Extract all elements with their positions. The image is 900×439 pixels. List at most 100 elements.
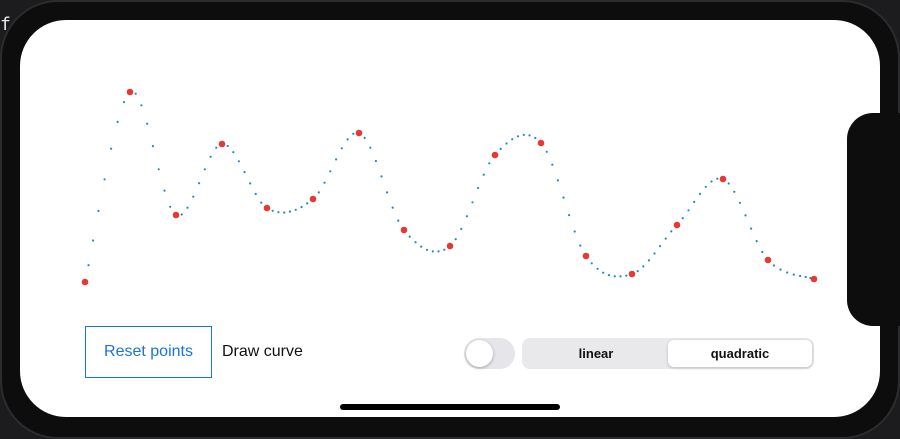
segment-linear[interactable]: linear [578,346,614,361]
curve-dot [146,122,149,125]
curve-dot [670,230,673,233]
curve-dot [431,250,434,253]
curve-dot [460,227,463,230]
curve-dot [116,120,119,123]
sensor-housing [847,113,900,326]
curve-dot [87,264,90,267]
curve-dot [283,211,286,214]
control-point[interactable] [263,204,271,212]
curve-dot [804,275,807,279]
curve-dot [443,248,446,251]
toggle-knob [466,340,493,367]
curve-dot [545,150,548,153]
segment-quadratic[interactable]: quadratic [668,340,812,367]
curve-dot [488,162,491,165]
curve-dot [636,270,639,273]
curve-dot [329,170,332,173]
curve-dot [664,237,667,240]
control-point[interactable] [218,140,226,148]
control-point[interactable] [810,275,818,283]
curve-dot [198,182,201,185]
control-point[interactable] [491,151,499,159]
curve-dot [505,142,508,145]
curve-dot [391,206,394,209]
curve-dot [306,202,309,205]
curve-dot [471,201,474,204]
curve-dot [528,134,531,137]
control-point[interactable] [446,242,454,250]
curve-dot [693,200,696,203]
curve-dot [698,192,702,195]
curve-dot [744,214,747,217]
curve-dot [659,245,662,248]
curve-dot [317,191,320,194]
curve-dot [369,146,372,149]
control-point[interactable] [172,211,180,219]
curve-dot [277,211,280,214]
curve-dot [92,239,95,242]
control-point[interactable] [582,252,590,260]
curve-dot [454,238,457,241]
reset-points-button[interactable]: Reset points [85,326,212,378]
control-point[interactable] [355,129,363,137]
curve-dot [335,158,338,161]
curve-dots [87,92,812,280]
control-point[interactable] [673,221,681,229]
control-point[interactable] [309,195,317,203]
drawing-canvas[interactable] [20,20,880,417]
background-editor-text: f [0,14,11,35]
curve-dot [363,136,366,139]
control-point[interactable] [400,226,408,234]
curve-dot [750,227,753,230]
curve-dot [619,275,622,278]
curve-dot [232,151,235,154]
curve-dot [602,271,605,274]
curve-dot [260,201,263,204]
curve-dot [237,160,240,163]
curve-dot [596,267,599,270]
curve-dot [271,209,274,212]
control-point[interactable] [628,270,636,278]
curve-dot [163,189,166,192]
curve-dot [180,213,183,216]
curve-dot [799,274,802,278]
control-point[interactable] [537,139,545,147]
curve-dot [288,210,291,213]
curve-dot [192,195,195,198]
curve-dot [134,92,137,95]
curve-dot [556,179,560,182]
curve-dot [122,101,126,104]
curve-dot [203,168,206,171]
curve-dot [522,133,525,136]
curve-dot [499,147,502,150]
home-indicator [340,404,560,410]
curve-dot [97,209,100,212]
curve-dot [397,219,400,222]
control-point[interactable] [81,278,89,286]
control-point[interactable] [126,88,134,96]
curve-dot [647,259,651,262]
curve-dot [340,147,343,150]
curve-dot [352,132,355,135]
curve-dot [511,138,514,141]
curve-dot [243,171,246,174]
curve-dot [716,177,719,180]
curve-dot [562,196,565,199]
curve-dot [786,271,789,274]
curve-dot [738,201,742,204]
curve-dot [465,215,468,218]
curve-dot [704,185,707,188]
curve-dot [157,168,160,171]
curve-dot [772,264,776,267]
control-point[interactable] [719,175,727,183]
control-point[interactable] [764,256,772,264]
curve-dot [209,155,212,158]
curve-dot [425,248,429,251]
curve-dot [294,208,297,211]
curve-dot [727,182,730,185]
curve-dot [323,181,326,184]
curve-dot [579,244,582,247]
curve-dot [169,205,172,208]
draw-curve-toggle[interactable] [464,338,515,369]
curve-dot [607,274,611,277]
